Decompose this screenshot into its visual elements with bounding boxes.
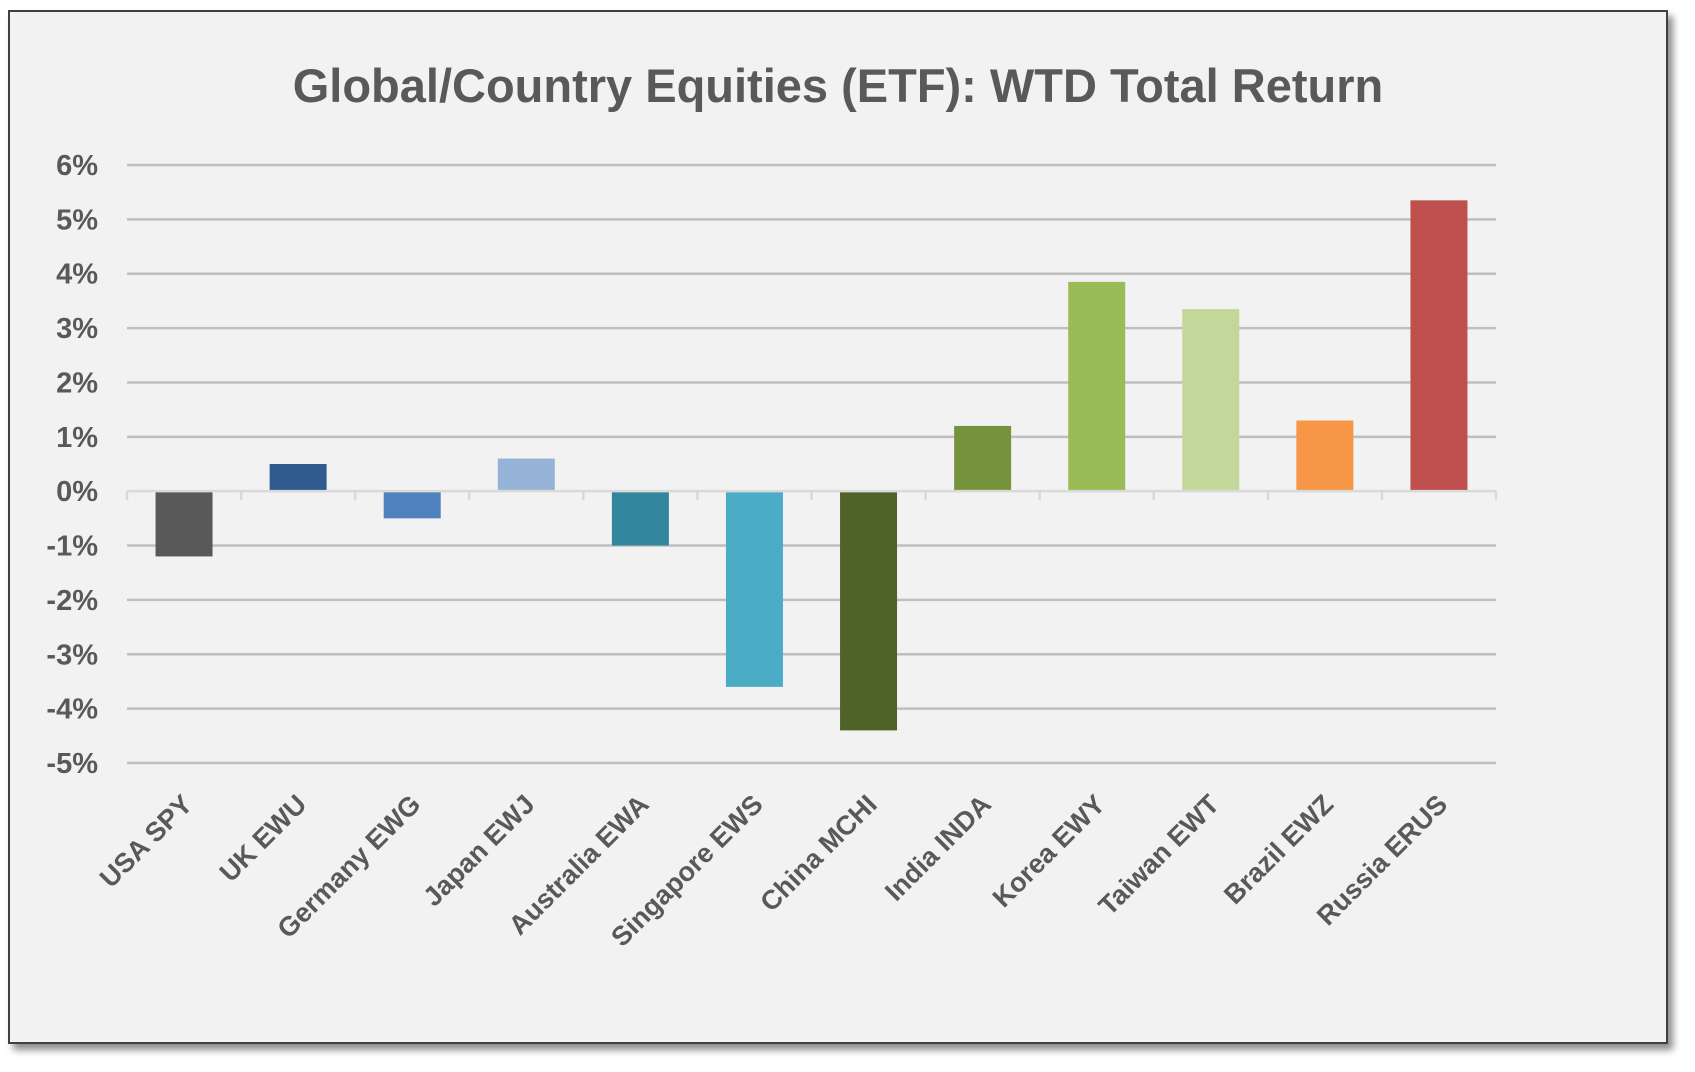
y-tick-label: 1% <box>56 422 98 454</box>
y-tick-label: -5% <box>46 748 98 780</box>
y-tick-label: -4% <box>46 694 98 726</box>
bar <box>725 491 783 687</box>
gridlines <box>127 163 1496 765</box>
x-category-label: China MCHI <box>754 789 882 917</box>
x-category-label: Taiwan EWT <box>1093 789 1226 922</box>
y-tick-label: 6% <box>56 150 98 182</box>
y-tick-label: 3% <box>56 313 98 345</box>
bars <box>155 200 1468 731</box>
chart-title: Global/Country Equities (ETF): WTD Total… <box>292 59 1384 112</box>
bar <box>1068 281 1126 492</box>
bar <box>383 491 441 519</box>
x-category-label: USA SPY <box>94 789 198 893</box>
y-axis-tick-labels: 6% 5% 4% 3% 2% 1% 0% -1% -2% -3% -4% -5% <box>46 150 98 780</box>
y-tick-label: 5% <box>56 204 98 236</box>
bar <box>497 458 555 492</box>
bar <box>269 464 327 492</box>
chart-frame: Global/Country Equities (ETF): WTD Total… <box>8 10 1668 1044</box>
y-tick-label: 4% <box>56 259 98 291</box>
y-tick-label: 2% <box>56 367 98 399</box>
bar <box>611 491 669 546</box>
x-category-label: Brazil EWZ <box>1218 789 1339 910</box>
y-tick-label: -3% <box>46 639 98 671</box>
x-category-label: Japan EWJ <box>417 789 540 912</box>
bar <box>1182 309 1240 492</box>
x-category-label: Korea EWY <box>987 789 1111 913</box>
bar <box>840 491 898 731</box>
bar <box>155 491 213 557</box>
y-tick-label: 0% <box>56 476 98 508</box>
x-category-label: India INDA <box>879 789 997 907</box>
bar <box>1410 200 1468 492</box>
zero-axis <box>125 489 1498 501</box>
y-tick-label: -2% <box>46 585 98 617</box>
bar <box>954 425 1012 492</box>
x-category-label: UK EWU <box>214 789 313 888</box>
y-tick-label: -1% <box>46 531 98 563</box>
bar-chart: 6% 5% 4% 3% 2% 1% 0% -1% -2% -3% -4% -5% USA SPY UK … <box>46 150 1498 953</box>
bar <box>1296 420 1354 492</box>
